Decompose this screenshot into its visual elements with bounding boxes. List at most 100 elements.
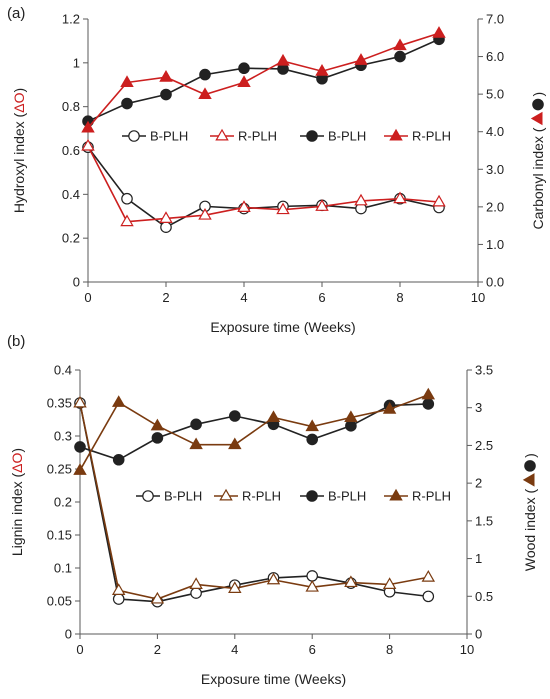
- data-point: [198, 87, 212, 100]
- data-point: [228, 581, 242, 593]
- y-tick-label: 1.2: [62, 12, 80, 27]
- series-line: [79, 402, 429, 603]
- series-line: [79, 403, 429, 461]
- y-tick-label: 0.2: [54, 495, 72, 510]
- y2-tick-label: 2: [475, 476, 482, 491]
- x-tick-label: 4: [240, 290, 247, 305]
- data-point: [394, 50, 406, 63]
- data-point: [159, 211, 173, 223]
- y-tick-label: 0.35: [47, 396, 72, 411]
- data-point: [111, 395, 126, 407]
- y2-label-triangle-icon: [530, 111, 543, 126]
- y-axis-label: Hydroxyl index (ΔO): [11, 88, 27, 213]
- y2-tick-label: 3.0: [486, 162, 504, 177]
- data-point: [306, 433, 318, 446]
- data-point: [198, 207, 212, 220]
- y2-tick-label: 6.0: [486, 49, 504, 64]
- legend: B-PLH R-PLH B-PLH R-PLH: [136, 489, 451, 504]
- series-r-plh-left: [73, 395, 436, 604]
- y-axis-label-delta: ΔO: [11, 92, 27, 112]
- legend-label: R-PLH: [242, 489, 281, 504]
- y2-axis-label: Wood index (): [522, 453, 538, 571]
- data-point: [393, 38, 407, 51]
- data-point: [121, 192, 133, 205]
- x-axis-label: Exposure time (Weeks): [201, 671, 346, 687]
- x-tick-label: 2: [162, 290, 169, 305]
- y2-tick-label: 2.0: [486, 199, 504, 214]
- x-tick-label: 4: [231, 642, 238, 657]
- legend: B-PLH R-PLH B-PLH R-PLH: [122, 129, 451, 144]
- data-point: [354, 53, 368, 65]
- y-tick-label: 0.3: [54, 429, 72, 444]
- data-point: [276, 53, 290, 66]
- legend-label: R-PLH: [412, 489, 451, 504]
- y-axis-label-close: ): [11, 88, 27, 93]
- data-point: [422, 590, 435, 603]
- y2-axis-label: Carbonyl index (): [530, 92, 546, 230]
- y2-axis-label-text: Carbonyl index (: [530, 127, 546, 229]
- data-point: [159, 70, 173, 82]
- data-point: [151, 432, 164, 444]
- data-point: [432, 26, 446, 38]
- series-b-plh-left: [82, 141, 445, 234]
- y-axis-label-close: ): [9, 448, 25, 453]
- y2-axis-label-close: ): [522, 453, 538, 458]
- data-point: [266, 572, 281, 585]
- data-point: [112, 593, 125, 605]
- y2-tick-label: 4.0: [486, 124, 504, 139]
- x-tick-label: 6: [309, 642, 316, 657]
- data-point: [111, 583, 126, 595]
- data-point: [354, 193, 368, 206]
- y2-tick-label: 0.5: [475, 589, 493, 604]
- y-tick-label: 0.15: [47, 528, 72, 543]
- y2-tick-label: 1: [475, 551, 482, 566]
- data-point: [189, 437, 203, 450]
- data-point: [237, 200, 251, 212]
- data-point: [422, 398, 435, 410]
- x-tick-label: 2: [154, 642, 161, 657]
- y2-tick-label: 2.5: [475, 438, 493, 453]
- y-tick-label: 0.1: [54, 561, 72, 576]
- y2-tick-label: 0.0: [486, 275, 504, 290]
- data-point: [305, 579, 319, 592]
- legend-label: R-PLH: [238, 129, 277, 144]
- series-line: [79, 402, 429, 600]
- y-tick-label: 0.4: [62, 187, 80, 202]
- legend-label: B-PLH: [164, 489, 202, 504]
- y-tick-label: 1: [73, 55, 80, 70]
- data-point: [306, 570, 318, 582]
- y-tick-label: 0.6: [62, 143, 80, 158]
- y-axis-label-delta: ΔO: [9, 452, 25, 472]
- legend-marker: [219, 488, 233, 501]
- data-point: [121, 97, 133, 110]
- y2-axis-label-close: ): [530, 92, 546, 97]
- data-point: [228, 437, 242, 450]
- x-tick-label: 8: [396, 290, 403, 305]
- legend-marker: [306, 490, 318, 502]
- series-line: [87, 38, 440, 122]
- data-point: [229, 410, 241, 422]
- legend-marker: [306, 130, 318, 142]
- legend-marker: [389, 128, 403, 141]
- data-point: [73, 395, 87, 408]
- y2-axis-label-text: Wood index (: [522, 489, 538, 572]
- data-point: [199, 68, 211, 81]
- data-point: [421, 570, 436, 582]
- data-point: [382, 402, 397, 414]
- data-point: [305, 419, 319, 432]
- panel-b: (b) 0 0.05 0.1 0.15 0.2 0.25 0.3 0.35 0.4 0 0.5 1 1.5…: [7, 333, 538, 687]
- y-axis-label-text: Lignin index (: [9, 472, 25, 556]
- data-point: [120, 75, 134, 87]
- x-tick-label: 8: [386, 642, 393, 657]
- data-point: [266, 410, 281, 423]
- x-axis-label: Exposure time (Weeks): [210, 319, 355, 335]
- series-b-plh-right: [82, 33, 445, 127]
- series-b-plh-right: [74, 398, 435, 466]
- x-tick-label: 0: [84, 290, 91, 305]
- legend-label: B-PLH: [328, 129, 366, 144]
- y2-tick-label: 1.5: [475, 513, 493, 528]
- legend-label: B-PLH: [328, 489, 366, 504]
- y2-label-triangle-icon: [522, 473, 535, 487]
- data-point: [237, 75, 251, 87]
